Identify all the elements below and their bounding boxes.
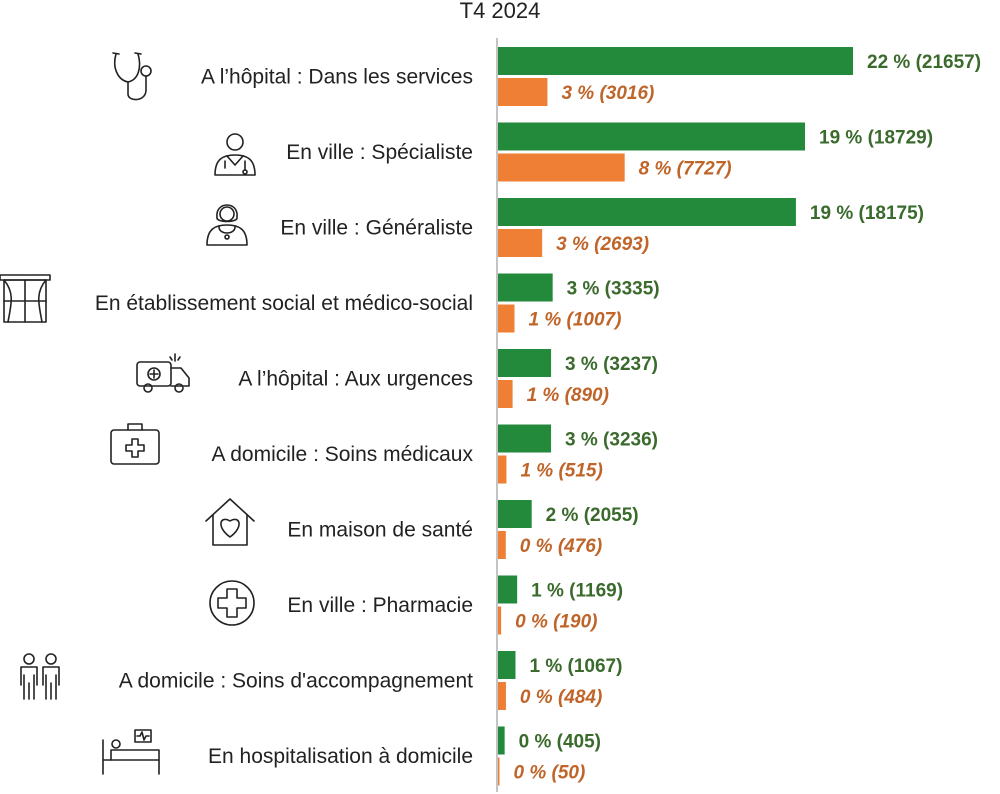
pharmacy-cross-icon [209,580,255,626]
data-label: 3 % (3237) [565,354,658,375]
data-label: 0 % (476) [520,536,602,557]
data-label: 1 % (515) [520,461,602,482]
bar-series-2 [498,78,548,106]
bar-series-2 [498,153,625,182]
category-labels: A l’hôpital : Dans les services En ville … [95,66,474,769]
bar-series-1 [498,726,505,755]
bar-series-1 [498,651,516,679]
bar-series-1 [498,273,553,302]
bar-series-2 [498,455,507,484]
category-label: En ville : Pharmacie [287,594,473,617]
hospital-bed-icon [102,729,160,775]
bar-series-1 [498,122,806,151]
bar-series-2 [498,229,543,257]
bars [498,47,853,786]
data-label: 3 % (3016) [561,83,654,104]
data-label: 0 % (484) [520,687,602,708]
category-label: En ville : Généraliste [280,217,473,240]
category-label: A domicile : Soins médicaux [212,443,474,466]
data-labels: 22 % (21657) 3 % (3016) 19 % (18729) 8 % (7… [514,52,982,784]
bar-series-2 [498,757,500,786]
stethoscope-icon [112,52,152,101]
category-label: En ville : Spécialiste [286,141,473,164]
data-label: 0 % (50) [514,763,586,784]
bar-series-1 [498,575,518,604]
bar-series-1 [498,47,853,75]
data-label: 1 % (1169) [531,581,623,602]
data-label: 1 % (1007) [529,310,622,331]
ambulance-icon [136,353,190,393]
data-label: 8 % (7727) [639,159,732,180]
bar-series-1 [498,424,552,453]
data-label: 1 % (1067) [529,656,622,677]
data-label: 3 % (2693) [556,234,649,255]
doctor-female-icon [206,204,248,246]
category-label: En établissement social et médico-social [95,292,473,315]
data-label: 3 % (3236) [565,430,658,451]
bar-series-1 [498,500,532,528]
category-label: En maison de santé [287,519,473,542]
category-label: A l’hôpital : Aux urgences [238,368,473,391]
data-label: 0 % (190) [515,612,597,633]
bar-series-2 [498,531,506,559]
bar-series-1 [498,349,552,377]
house-heart-icon [205,498,255,546]
window-curtains-icon [0,274,51,323]
bar-series-2 [498,380,513,408]
medical-kit-icon [110,423,160,465]
category-label: A l’hôpital : Dans les services [201,66,473,89]
chart-title: T4 2024 [460,0,541,23]
bar-series-1 [498,198,796,226]
data-label: 19 % (18175) [810,203,924,224]
data-label: 3 % (3335) [567,279,660,300]
bar-series-2 [498,304,515,333]
bar-series-2 [498,606,502,635]
data-label: 19 % (18729) [819,128,933,149]
data-label: 1 % (890) [527,385,609,406]
doctor-male-icon [214,133,256,176]
category-label: A domicile : Soins d'accompagnement [119,670,473,693]
data-label: 0 % (405) [519,732,601,753]
category-icons [0,52,256,775]
data-label: 22 % (21657) [867,52,981,73]
caregivers-icon [20,653,60,700]
data-label: 2 % (2055) [546,505,639,526]
category-label: En hospitalisation à domicile [208,745,473,768]
bar-series-2 [498,682,506,710]
